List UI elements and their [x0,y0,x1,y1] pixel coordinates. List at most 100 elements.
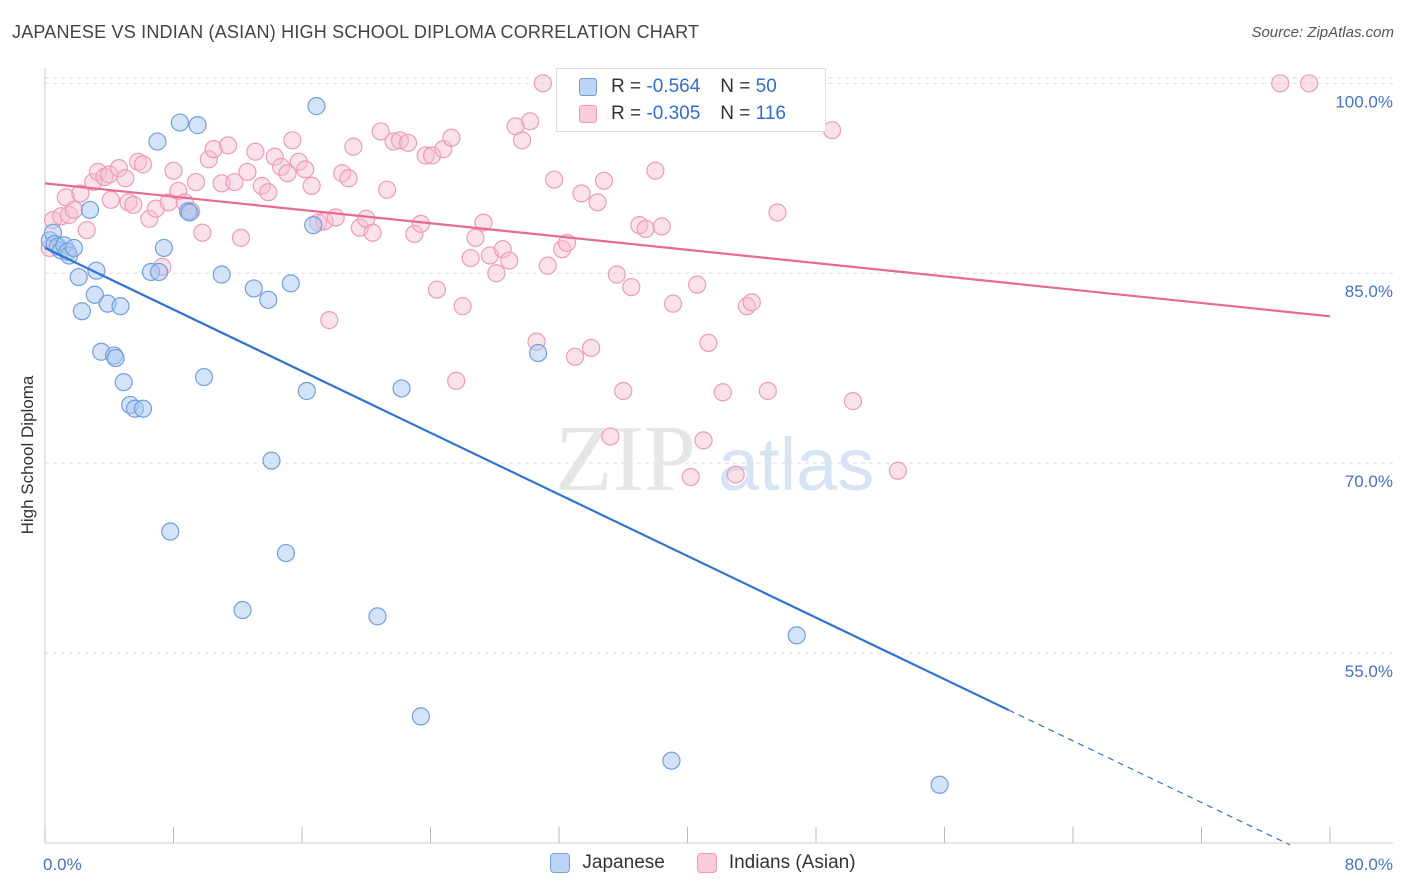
indians-point [1271,74,1290,93]
japanese-trendline [44,246,1010,712]
japanese-point [106,348,125,368]
legend-item-japanese[interactable]: Japanese [550,852,665,874]
indians-point [212,174,231,193]
indians-point [758,381,777,401]
japanese-point [259,290,278,309]
japanese-point [276,543,296,563]
indians-point [405,224,424,244]
japanese-point [233,600,252,620]
indians-point [622,278,641,297]
indians-point [259,183,278,202]
indians-point [225,172,244,192]
y-tick-label: 55.0% [1345,662,1393,681]
indians-point [378,180,397,199]
indians-point [500,251,519,270]
japanese-point [262,451,281,470]
japanese-point [392,379,411,398]
indians-point [278,164,297,183]
indians-point [614,381,633,401]
legend-n-value: 50 [755,76,777,97]
japanese-point [64,238,84,258]
japanese-point [170,113,190,132]
indians-point [533,74,553,93]
indians-point [169,181,188,201]
indians-point [84,172,103,192]
japanese-point [114,373,133,392]
legend-r-label: R = [611,103,642,124]
indians-point [636,219,655,239]
legend-row-indians: R = -0.305 N = 116 [579,102,786,126]
x-tick-label: 0.0% [43,855,82,874]
indians-point [572,184,591,203]
indians-point [186,172,206,192]
indians-point [64,200,84,220]
watermark-atlas: atlas [718,423,874,506]
indians-point [442,128,461,147]
indians-point [371,122,390,141]
indians-point [124,195,143,214]
indians-point [119,193,138,212]
series-legend: Japanese Indians (Asian) [0,852,1406,874]
indians-point [688,275,707,294]
indians-point [663,294,683,313]
indians-point [384,132,403,151]
indians-point [289,152,308,171]
indians-point [238,162,257,182]
indians-point [302,176,321,195]
indians-point [129,152,148,171]
japanese-point [133,399,153,418]
y-tick-label: 100.0% [1335,92,1393,111]
indians-point [493,240,512,259]
indians-point [164,161,183,180]
indians-point [681,467,700,487]
indians-point [398,133,418,152]
indians-point [646,161,665,180]
indians-point [246,142,265,161]
indians-point [545,170,564,189]
legend-r-label: R = [611,76,642,97]
japanese-point [111,297,130,316]
indians-point [713,383,732,402]
indians-point [363,223,382,242]
indians-trendline [44,182,1331,318]
japanese-points [40,72,949,794]
japanese-point [194,367,214,387]
indians-point [652,217,671,236]
indians-point [699,333,718,352]
indians-point [116,169,135,188]
japanese-point [368,607,387,626]
axes [44,68,1393,844]
indians-point [109,159,128,178]
indians-point [77,221,96,240]
legend-label-indians: Indians (Asian) [728,852,856,873]
indians-point [1300,74,1319,93]
indians-point [265,147,284,166]
x-tick-label: 80.0% [1345,855,1393,874]
japanese-point [297,381,316,401]
indians-point [487,264,506,283]
japanese-swatch [579,78,597,96]
chart-title: JAPANESE VS INDIAN (ASIAN) HIGH SCHOOL D… [12,22,700,42]
y-tick-label: 70.0% [1345,472,1393,491]
indians-point [742,293,761,312]
japanese-point [787,626,806,645]
source-label: Source: ZipAtlas.com [1251,24,1394,41]
tick-labels: 55.0% 70.0% 85.0% 100.0% 0.0% 80.0% [43,92,1393,874]
japanese-point [80,200,100,220]
japanese-point [930,775,949,794]
japanese-point [149,262,169,282]
legend-row-japanese: R = -0.564 N = 50 [579,75,777,99]
indians-point [888,461,908,480]
japanese-swatch [550,853,571,873]
indians-point [768,203,787,222]
legend-n-value: 116 [755,103,786,124]
indians-point [466,228,485,247]
indians-point [95,167,114,187]
japanese-point [662,751,681,770]
japanese-point [161,522,180,541]
indians-point [588,193,607,212]
legend-item-indians[interactable]: Indians (Asian) [696,852,856,874]
y-tick-label: 85.0% [1345,282,1393,301]
correlation-legend: R = -0.564 N = 50 R = -0.305 N = 116 [556,68,826,132]
japanese-point [529,343,548,363]
